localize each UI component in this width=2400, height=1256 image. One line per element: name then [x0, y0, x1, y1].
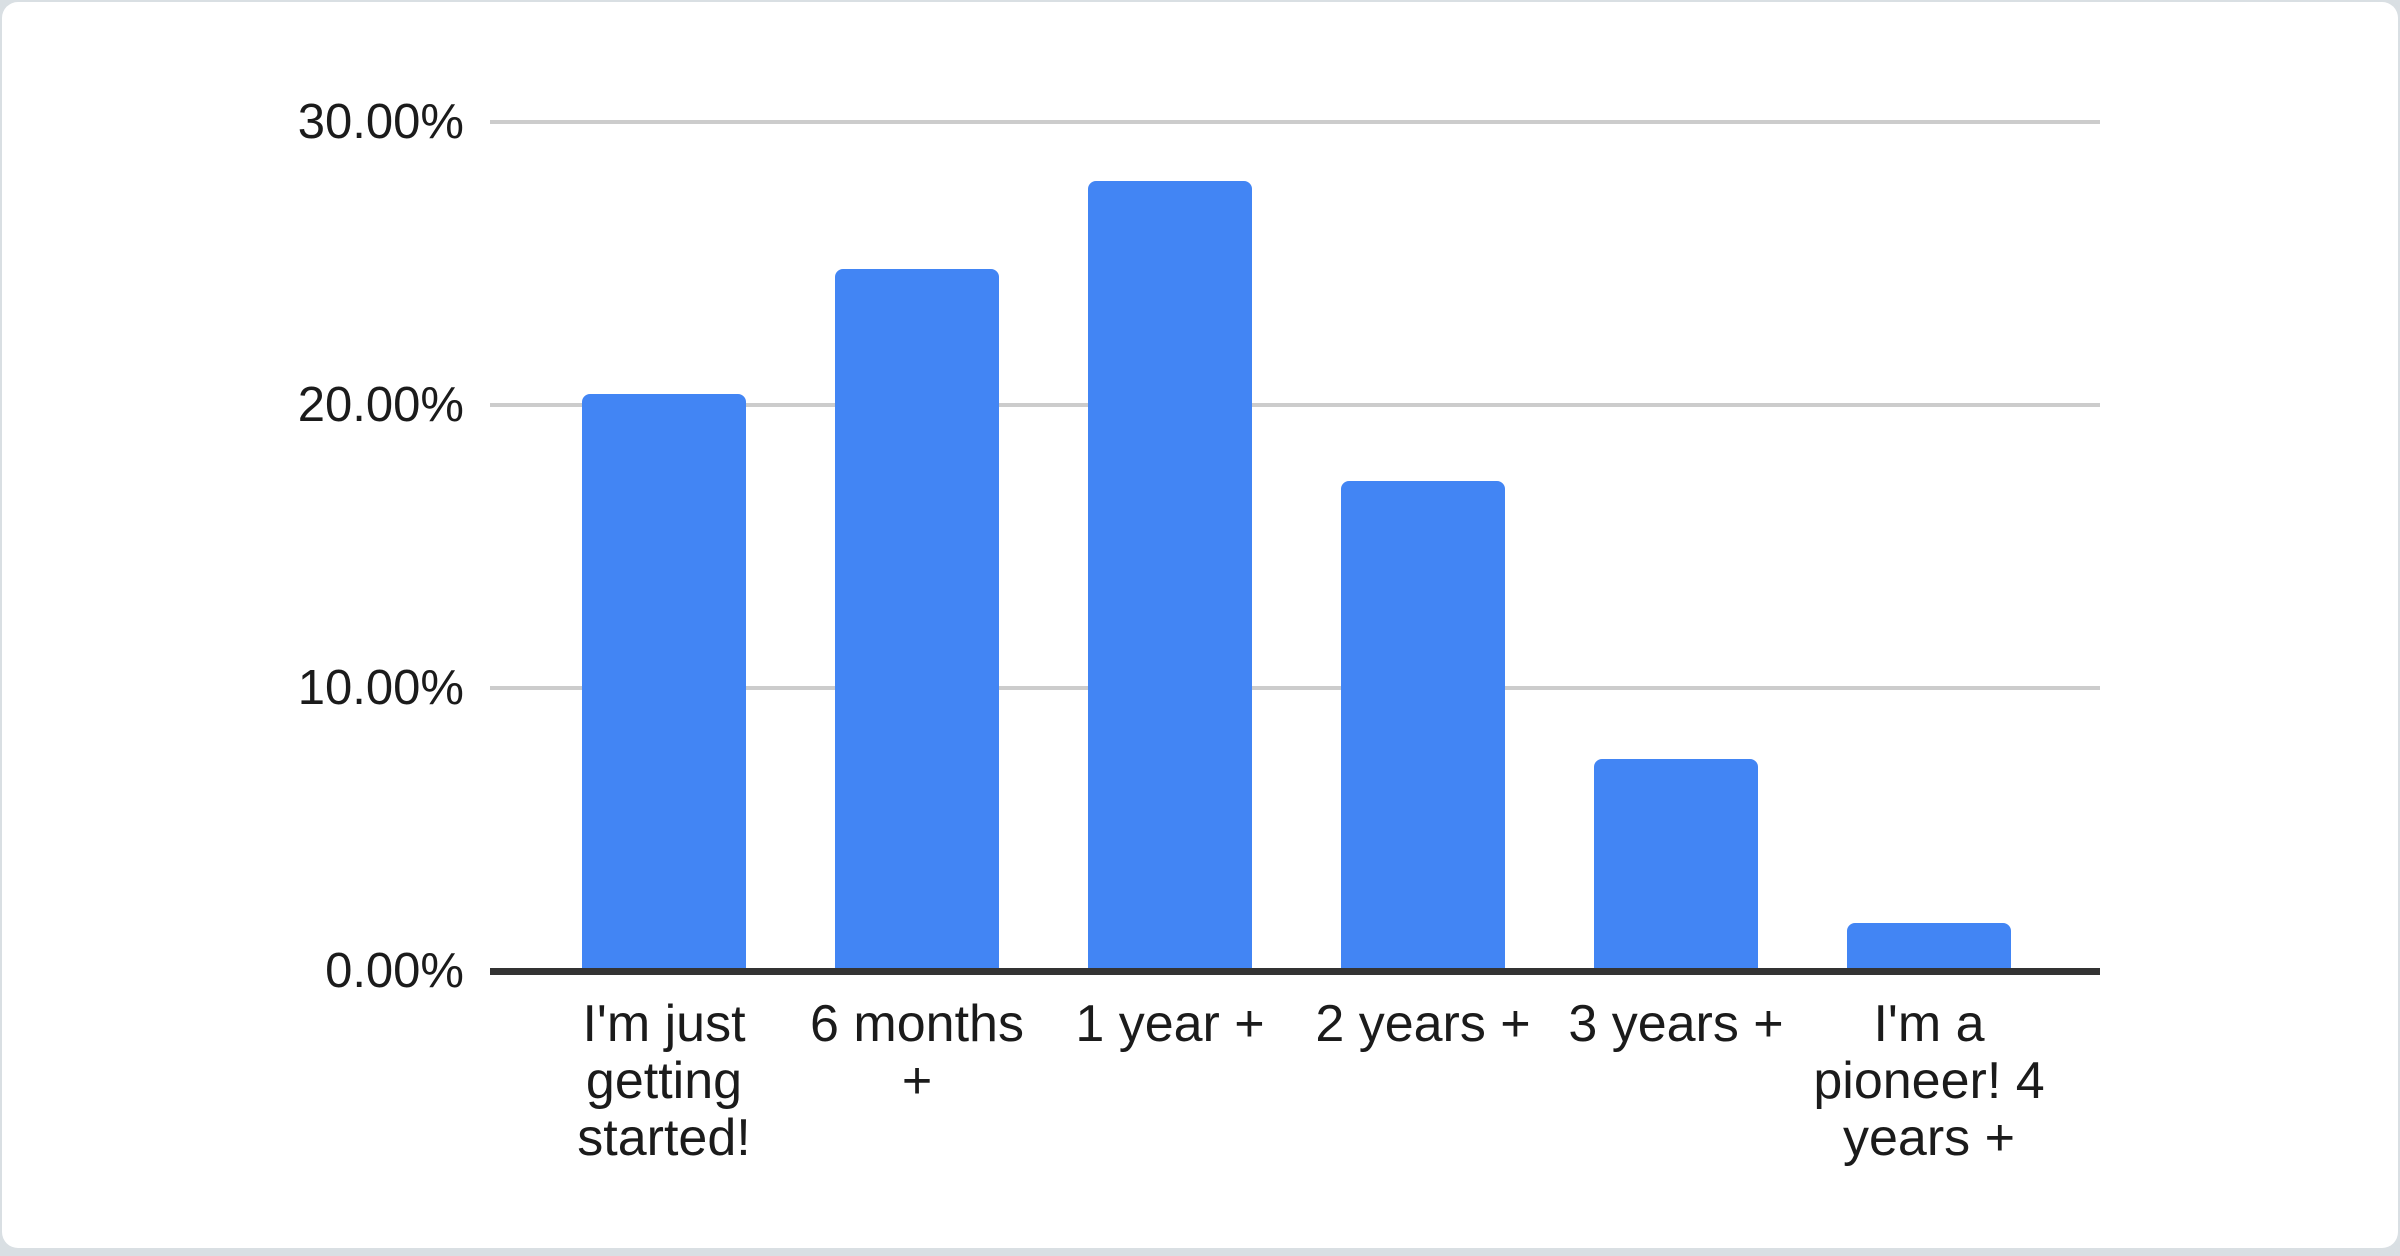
x-axis-category-label: I'm just getting started! [577, 995, 751, 1167]
gridline-30pct [490, 120, 2100, 124]
x-axis-baseline [490, 968, 2100, 975]
y-axis-tick-label: 30.00% [297, 95, 464, 149]
x-axis-category-label: 1 year + [1075, 995, 1265, 1053]
bar-2[interactable] [835, 269, 999, 971]
x-axis-category-label: I'm a pioneer! 4 years + [1813, 995, 2045, 1167]
y-axis-tick-label: 0.00% [325, 944, 464, 998]
bar-6[interactable] [1847, 923, 2011, 971]
gridline-20pct [490, 403, 2100, 407]
bar-1[interactable] [582, 394, 746, 971]
bar-4[interactable] [1341, 481, 1505, 971]
bar-5[interactable] [1594, 759, 1758, 971]
gridline-10pct [490, 686, 2100, 690]
y-axis-tick-label: 10.00% [297, 661, 464, 715]
y-axis-tick-label: 20.00% [297, 378, 464, 432]
x-axis-category-label: 3 years + [1568, 995, 1784, 1053]
bar-3[interactable] [1088, 181, 1252, 971]
x-axis-category-label: 2 years + [1315, 995, 1531, 1053]
x-axis-category-label: 6 months + [810, 995, 1024, 1110]
